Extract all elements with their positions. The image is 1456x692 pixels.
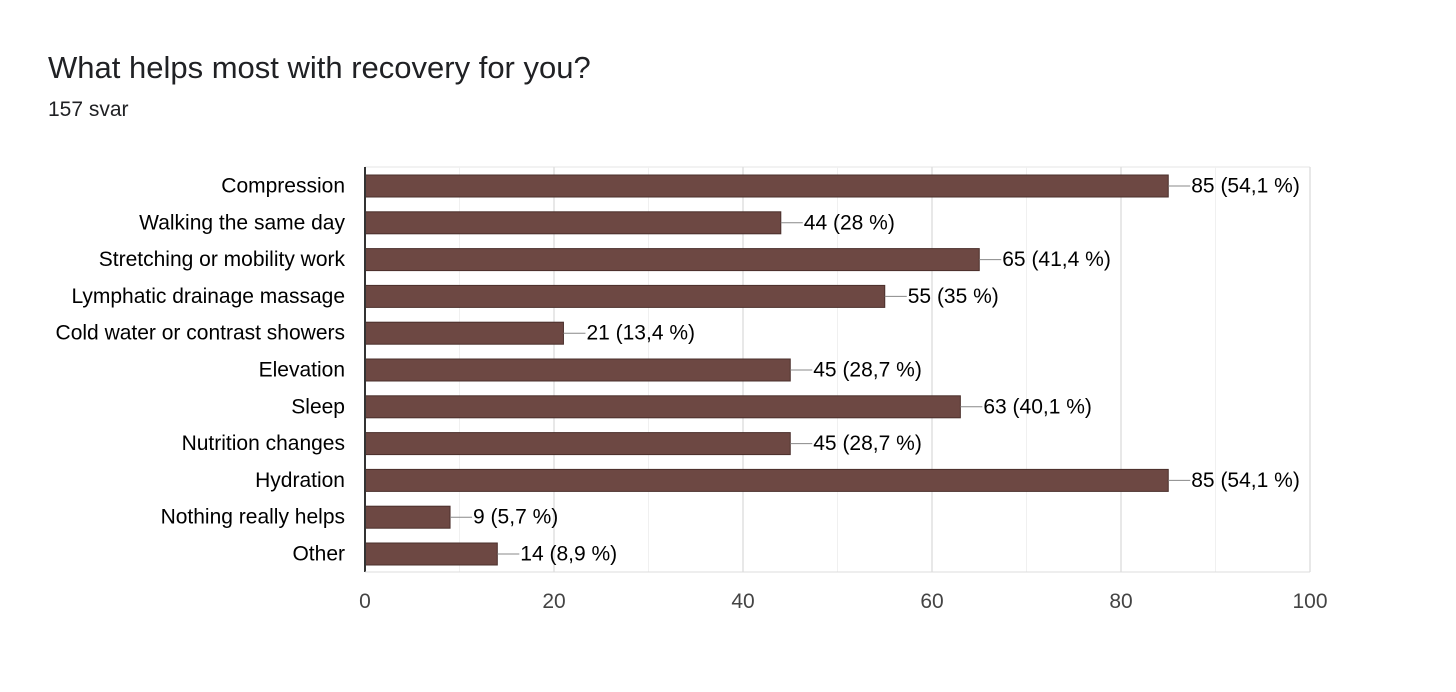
x-tick-label-0: 0	[359, 590, 371, 613]
category-label-9: Nothing really helps	[161, 506, 345, 529]
category-label-5: Elevation	[259, 359, 345, 382]
bar-0	[364, 174, 1169, 198]
response-count: 157 svar	[48, 98, 129, 121]
data-label-6: 63 (40,1 %)	[983, 395, 1092, 418]
data-label-0: 85 (54,1 %)	[1191, 175, 1300, 198]
data-label-4: 21 (13,4 %)	[586, 322, 695, 345]
category-label-4: Cold water or contrast showers	[56, 322, 345, 345]
data-label-3: 55 (35 %)	[908, 285, 999, 308]
bar-6	[364, 395, 961, 419]
bar-7	[364, 432, 791, 456]
data-label-10: 14 (8,9 %)	[520, 543, 617, 566]
category-label-0: Compression	[221, 175, 345, 198]
category-label-7: Nutrition changes	[182, 432, 345, 455]
x-tick-label-100: 100	[1292, 590, 1327, 613]
data-label-7: 45 (28,7 %)	[813, 432, 922, 455]
category-label-3: Lymphatic drainage massage	[71, 285, 345, 308]
bar-3	[364, 284, 886, 308]
category-label-6: Sleep	[291, 395, 345, 418]
labels: 85 (54,1 %) Compression 44 (28 %) Walking t…	[56, 175, 1300, 566]
x-tick-label-20: 20	[542, 590, 565, 613]
bar-9	[364, 505, 451, 529]
bar-1	[364, 211, 782, 235]
bar-8	[364, 468, 1169, 492]
data-label-8: 85 (54,1 %)	[1191, 469, 1300, 492]
axes: 0 20 40 60 80 100	[359, 167, 1328, 613]
x-tick-label-60: 60	[920, 590, 943, 613]
category-label-2: Stretching or mobility work	[99, 248, 346, 271]
chart-title: What helps most with recovery for you?	[48, 50, 591, 85]
data-label-1: 44 (28 %)	[804, 211, 895, 234]
bar-2	[364, 248, 980, 272]
category-label-1: Walking the same day	[139, 211, 345, 234]
x-tick-label-40: 40	[731, 590, 754, 613]
category-label-8: Hydration	[255, 469, 345, 492]
bar-5	[364, 358, 791, 382]
x-tick-label-80: 80	[1109, 590, 1132, 613]
bar-4	[364, 321, 564, 345]
bars	[364, 174, 1169, 566]
data-label-5: 45 (28,7 %)	[813, 359, 922, 382]
grid-lines	[365, 166, 1311, 572]
category-label-10: Other	[292, 543, 345, 566]
bar-10	[364, 542, 498, 566]
data-label-9: 9 (5,7 %)	[473, 506, 558, 529]
data-label-2: 65 (41,4 %)	[1002, 248, 1111, 271]
